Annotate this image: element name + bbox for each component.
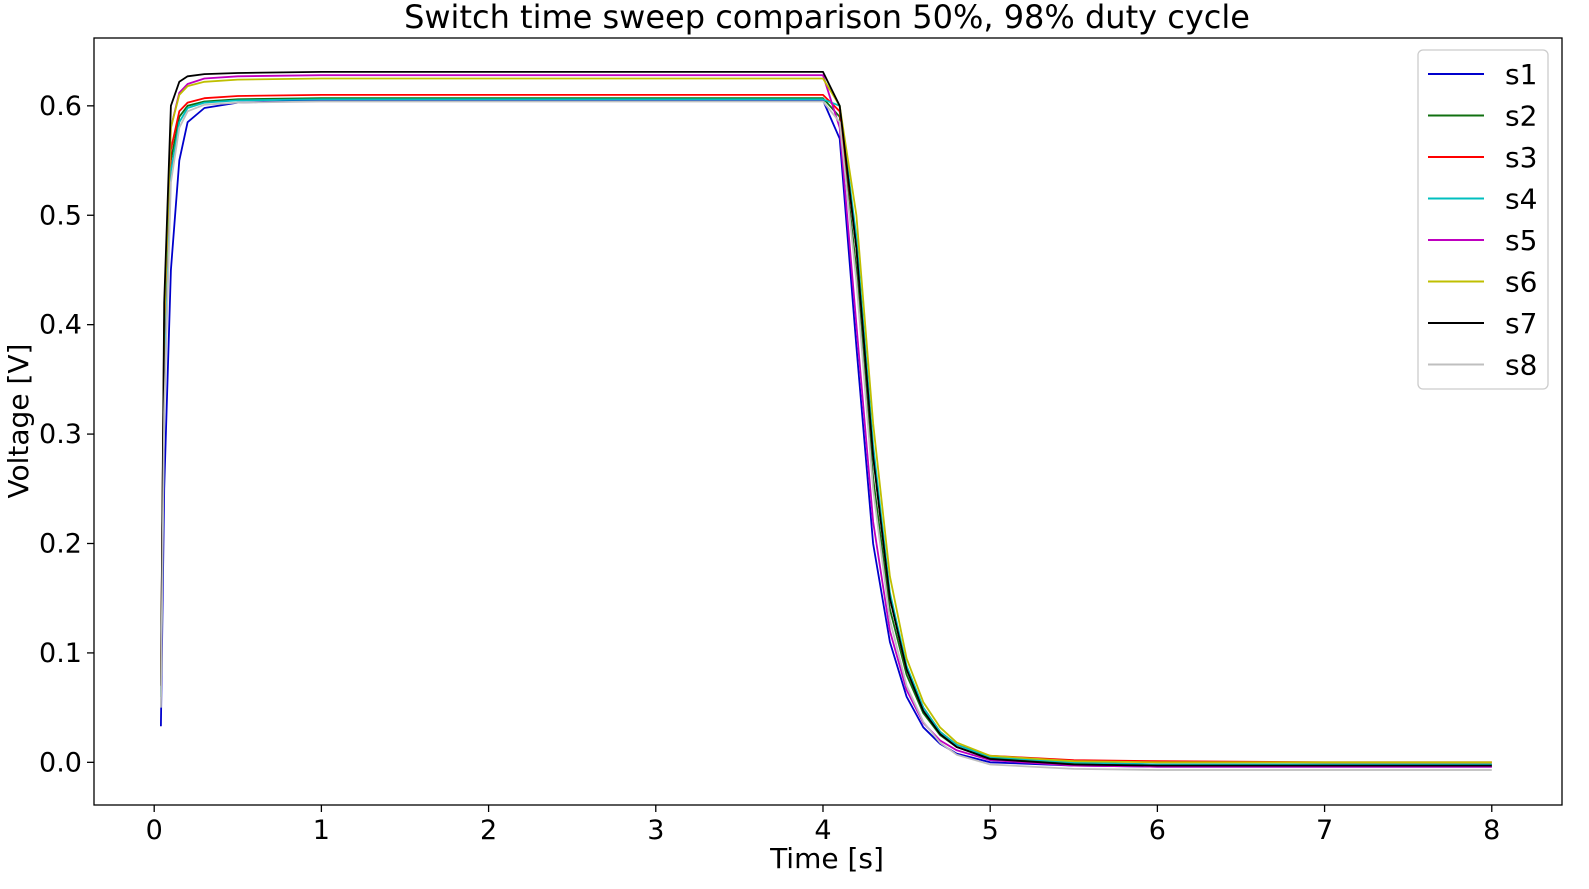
y-tick-label: 0.4 xyxy=(39,310,82,341)
plot-frame xyxy=(93,37,1563,806)
y-tick-label: 0.5 xyxy=(39,200,82,231)
series-line-s4 xyxy=(160,98,1492,766)
x-tick-label: 2 xyxy=(480,815,497,846)
x-tick-label: 5 xyxy=(982,815,999,846)
series-line-s5 xyxy=(160,74,1492,768)
legend-label-s7: s7 xyxy=(1505,307,1537,340)
x-tick-label: 7 xyxy=(1316,815,1333,846)
x-axis-label: Time [s] xyxy=(769,842,884,875)
plot-lines xyxy=(160,71,1492,771)
x-axis: 0 1 2 3 4 5 6 7 8 xyxy=(146,805,1500,846)
y-tick-label: 0.0 xyxy=(39,747,82,778)
x-tick-label: 0 xyxy=(146,815,163,846)
y-axis-label: Voltage [V] xyxy=(2,344,35,499)
y-tick-label: 0.6 xyxy=(39,91,82,122)
x-tick-label: 6 xyxy=(1149,815,1166,846)
y-axis: 0.0 0.1 0.2 0.3 0.4 0.5 0.6 xyxy=(39,91,94,778)
chart-title: Switch time sweep comparison 50%, 98% du… xyxy=(404,0,1250,36)
legend-label-s1: s1 xyxy=(1505,58,1537,91)
series-line-s7 xyxy=(160,71,1492,767)
series-line-s3 xyxy=(160,94,1492,764)
y-tick-label: 0.2 xyxy=(39,528,82,559)
x-tick-label: 8 xyxy=(1483,815,1500,846)
legend-label-s4: s4 xyxy=(1505,183,1537,216)
series-line-s1 xyxy=(160,99,1492,768)
y-tick-label: 0.1 xyxy=(39,638,82,669)
legend-label-s8: s8 xyxy=(1505,349,1537,382)
x-tick-label: 3 xyxy=(647,815,664,846)
legend-label-s6: s6 xyxy=(1505,266,1537,299)
legend: s1 s2 s3 s4 s5 s6 s7 s8 xyxy=(1417,49,1549,390)
series-line-s2 xyxy=(160,97,1492,766)
x-tick-label: 4 xyxy=(814,815,831,846)
legend-label-s2: s2 xyxy=(1505,100,1537,133)
x-tick-label: 1 xyxy=(313,815,330,846)
series-line-s8 xyxy=(160,100,1492,771)
legend-label-s5: s5 xyxy=(1505,224,1537,257)
legend-label-s3: s3 xyxy=(1505,141,1537,174)
legend-frame xyxy=(1417,49,1549,390)
series-line-s6 xyxy=(160,77,1492,764)
y-tick-label: 0.3 xyxy=(39,419,82,450)
